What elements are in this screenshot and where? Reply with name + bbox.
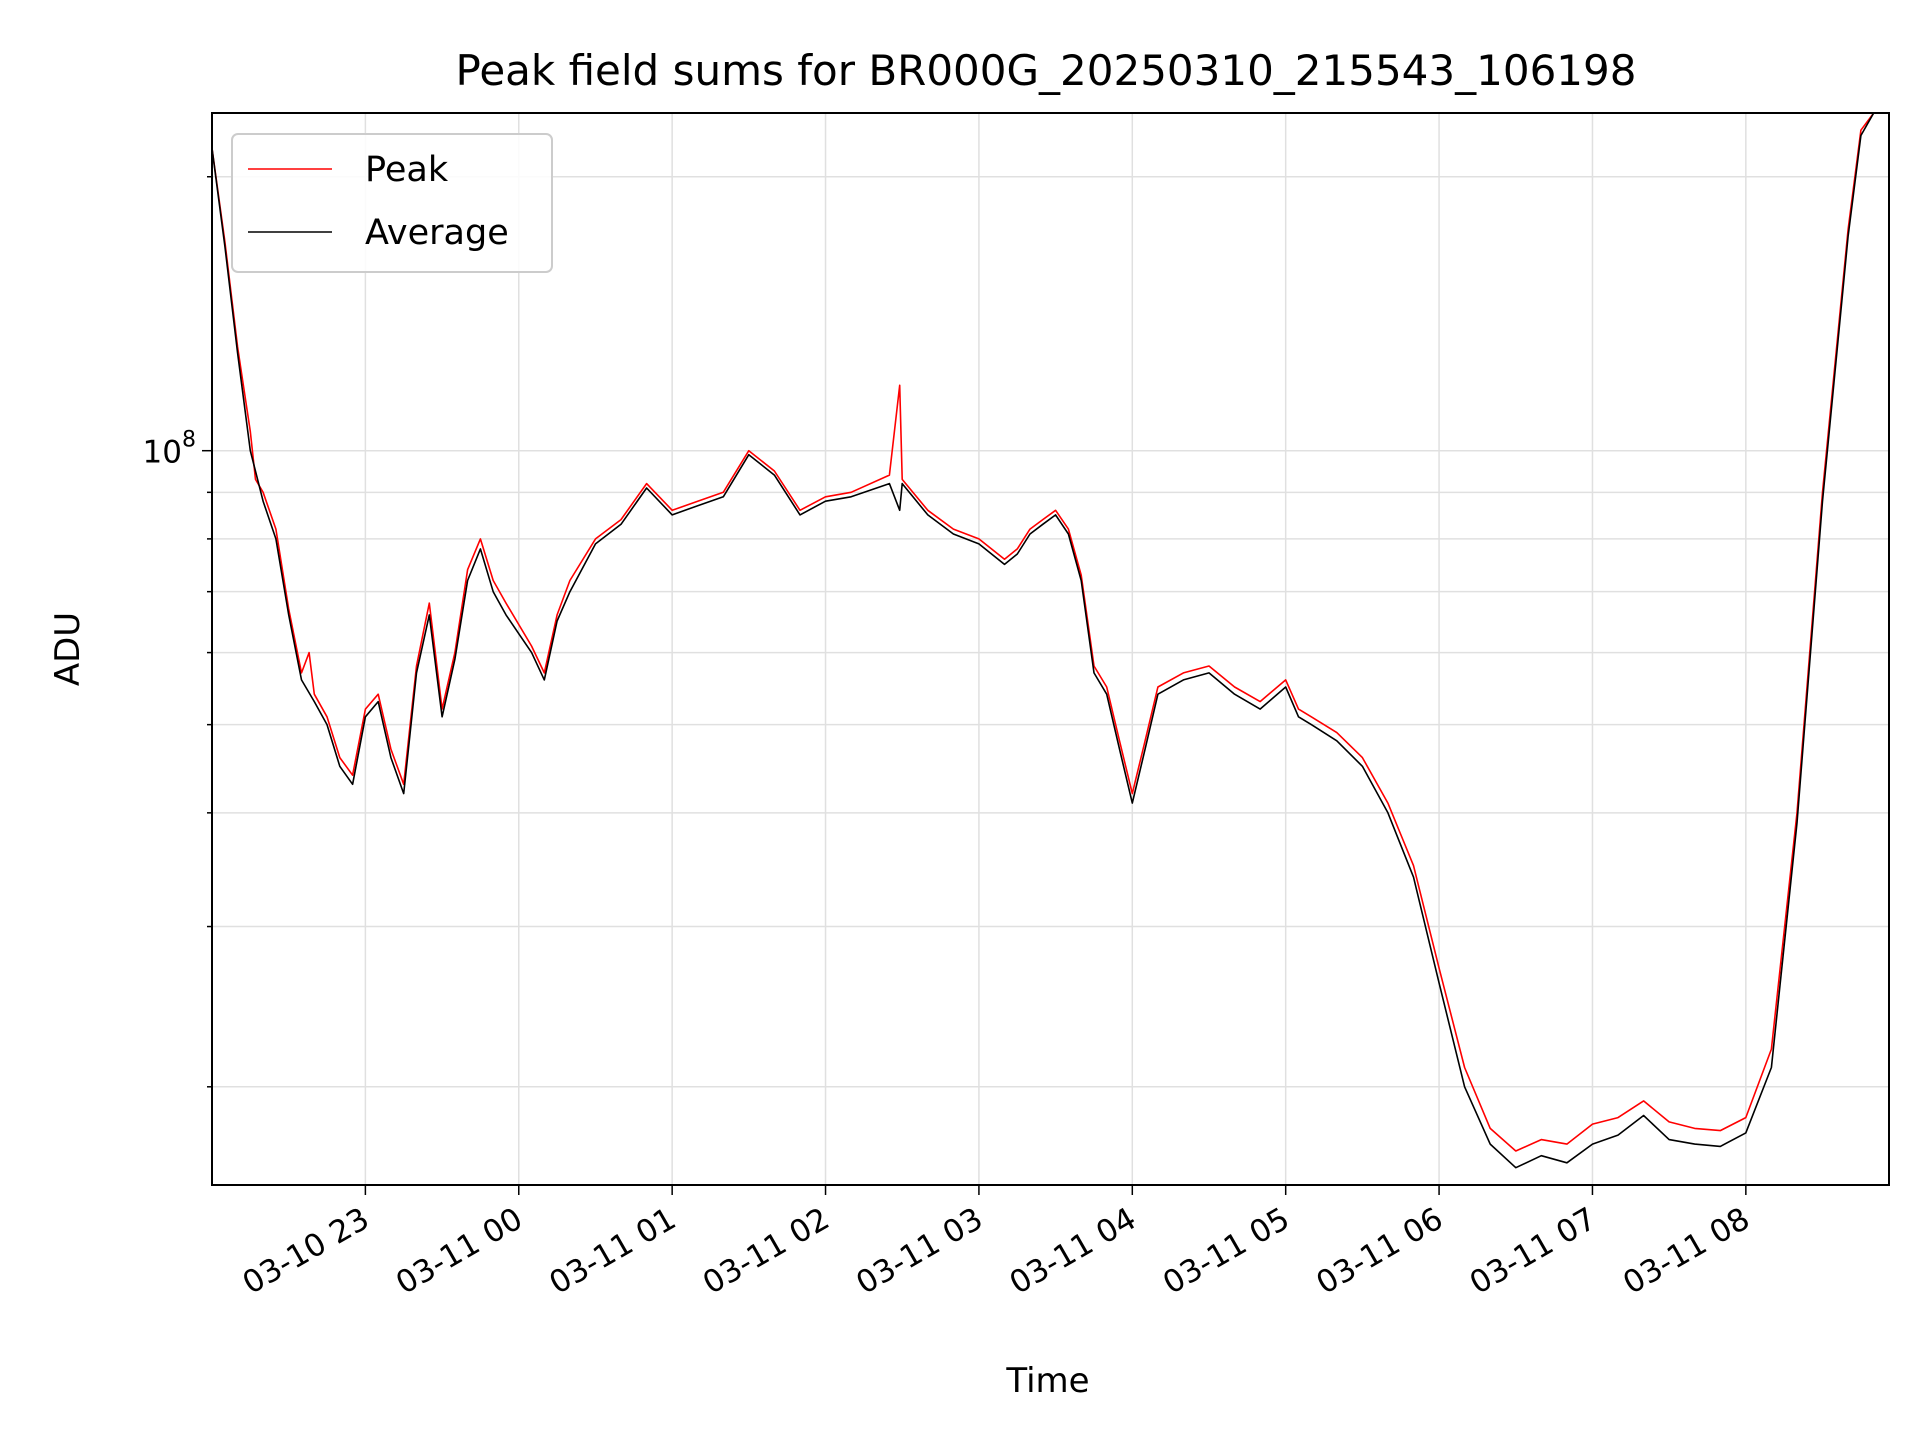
grid xyxy=(212,113,1889,1185)
legend-label-average: Average xyxy=(365,213,509,253)
chart-title: Peak field sums for BR000G_20250310_2155… xyxy=(456,46,1637,95)
y-axis-label: ADU xyxy=(48,612,88,686)
legend-label-peak: Peak xyxy=(365,150,449,190)
plot-frame xyxy=(211,112,1890,1186)
series-group xyxy=(212,113,1889,1169)
series-line-average xyxy=(212,113,1889,1169)
x-axis-label: Time xyxy=(1005,1361,1089,1401)
series-line-peak xyxy=(212,113,1889,1152)
legend: Peak Average xyxy=(231,133,553,273)
